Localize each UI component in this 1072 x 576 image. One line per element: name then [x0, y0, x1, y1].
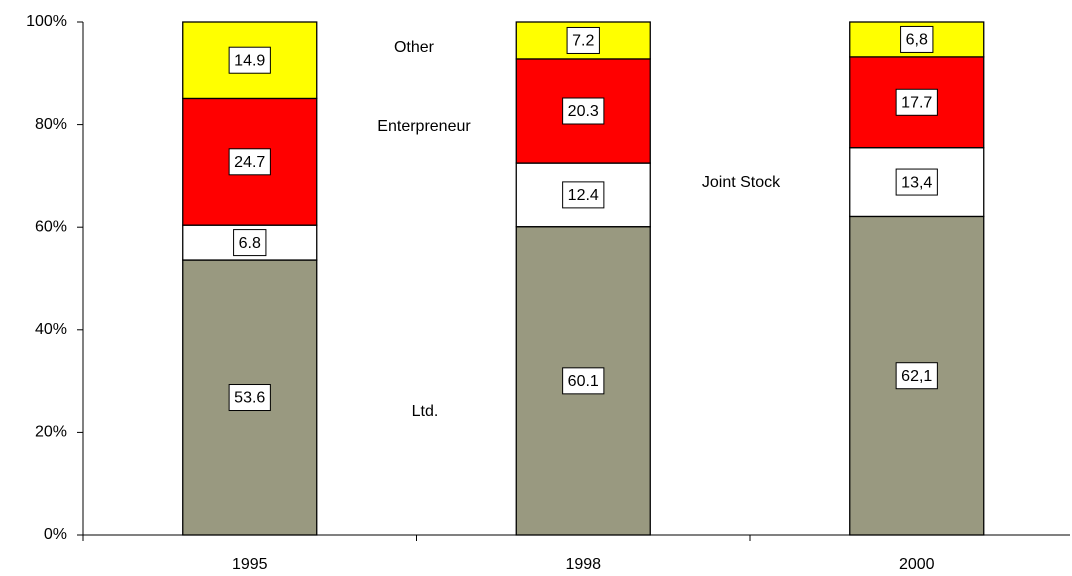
- value-label-box: [895, 88, 938, 116]
- y-tick-label: 100%: [26, 13, 67, 30]
- value-label-box: [895, 362, 938, 390]
- value-label-box: [228, 384, 271, 412]
- series-label: Enterpreneur: [377, 118, 471, 135]
- x-tick-label: 2000: [899, 556, 935, 573]
- value-label-box: [228, 46, 271, 74]
- value-label-box: [233, 229, 267, 257]
- value-label: 60.1: [568, 373, 599, 390]
- value-label-box: [228, 148, 271, 176]
- y-tick-label: 0%: [44, 526, 67, 543]
- value-label: 14.9: [234, 52, 265, 69]
- value-label: 6,8: [906, 32, 928, 49]
- value-label-box: [562, 367, 605, 395]
- series-label: Ltd.: [412, 403, 439, 420]
- series-label: Other: [394, 39, 435, 56]
- value-label-box: [900, 25, 934, 53]
- x-tick-label: 1998: [565, 556, 601, 573]
- value-label: 24.7: [234, 154, 265, 171]
- value-label: 12.4: [568, 187, 599, 204]
- y-tick-label: 80%: [35, 116, 67, 133]
- value-label: 53.6: [234, 390, 265, 407]
- value-label: 62,1: [901, 368, 932, 385]
- value-label-box: [566, 26, 600, 54]
- value-label-box: [562, 181, 605, 209]
- value-label: 17.7: [901, 95, 932, 112]
- y-tick-label: 60%: [35, 218, 67, 235]
- series-label: Joint Stock: [702, 174, 781, 191]
- y-tick-label: 40%: [35, 321, 67, 338]
- value-label: 6.8: [239, 235, 261, 252]
- value-label: 13,4: [901, 174, 932, 191]
- value-label-box: [895, 168, 938, 196]
- x-tick-label: 1995: [232, 556, 268, 573]
- value-label: 7.2: [572, 33, 594, 50]
- value-label-box: [562, 97, 605, 125]
- value-label: 20.3: [568, 103, 599, 120]
- y-tick-label: 20%: [35, 424, 67, 441]
